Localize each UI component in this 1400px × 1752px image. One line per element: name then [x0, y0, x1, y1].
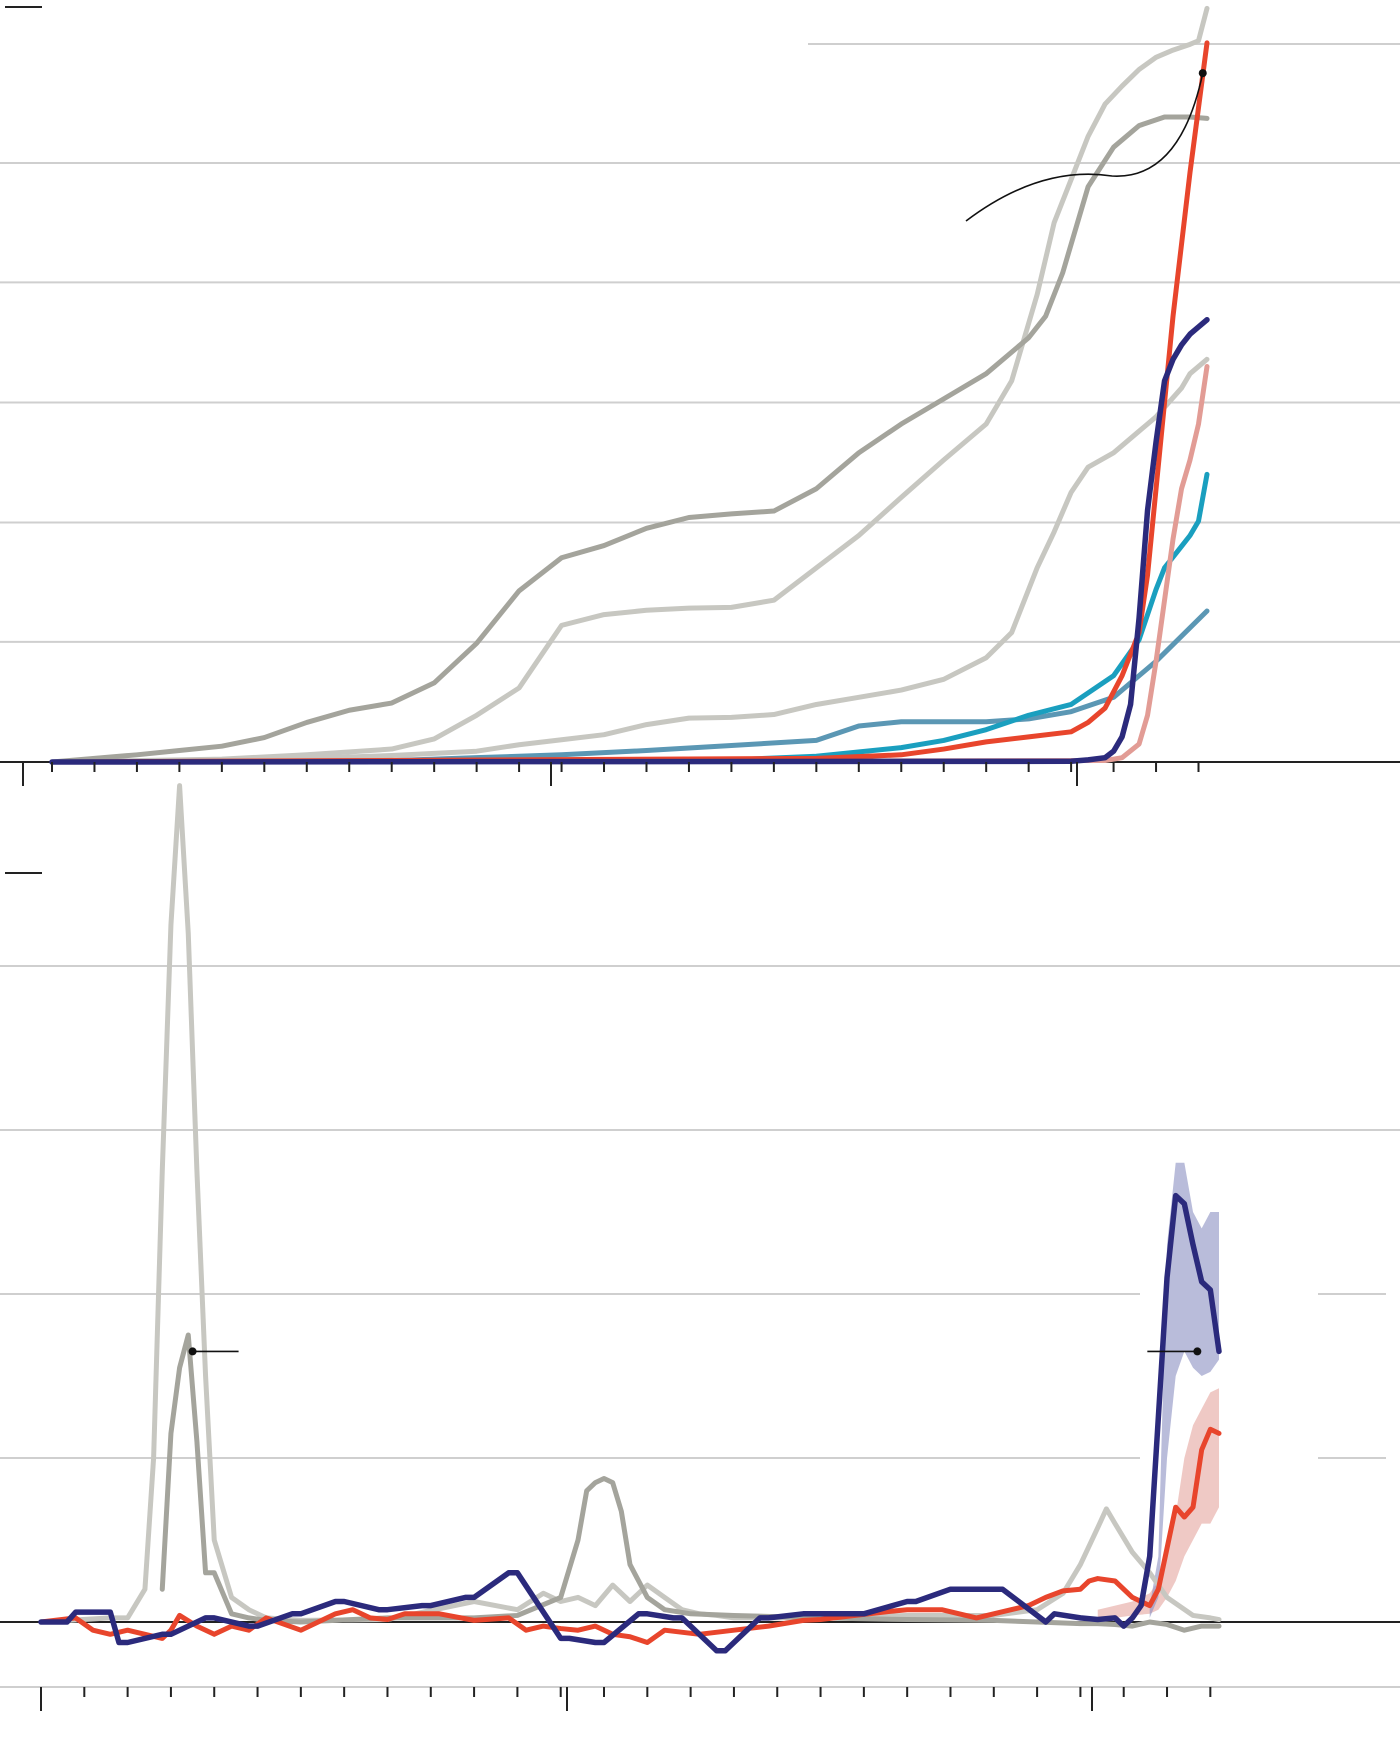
- top-chart: [0, 5, 1400, 786]
- series-line-red: [38, 1426, 1222, 1645]
- annotation-dot: [188, 1347, 197, 1356]
- series-line-gray-light: [49, 356, 1210, 765]
- series-line-gray-dark: [49, 114, 1210, 765]
- series-line-gray-light: [49, 5, 1210, 765]
- annotation-dot: [1198, 69, 1207, 78]
- series-line-teal: [49, 471, 1210, 765]
- series-line-red: [49, 40, 1210, 765]
- series-line-steel: [49, 608, 1210, 765]
- series-line-gray-light: [38, 783, 1222, 1625]
- uncertainty-band: [1097, 1388, 1219, 1618]
- series-line-navy: [38, 1192, 1222, 1654]
- annotation-dot: [1193, 1347, 1202, 1356]
- annotation-leader-line: [965, 72, 1204, 222]
- bottom-chart: [0, 783, 1400, 1711]
- series-line-red-light: [49, 364, 1210, 765]
- series-line-gray-dark: [159, 1332, 1222, 1633]
- series-line-navy: [49, 317, 1210, 765]
